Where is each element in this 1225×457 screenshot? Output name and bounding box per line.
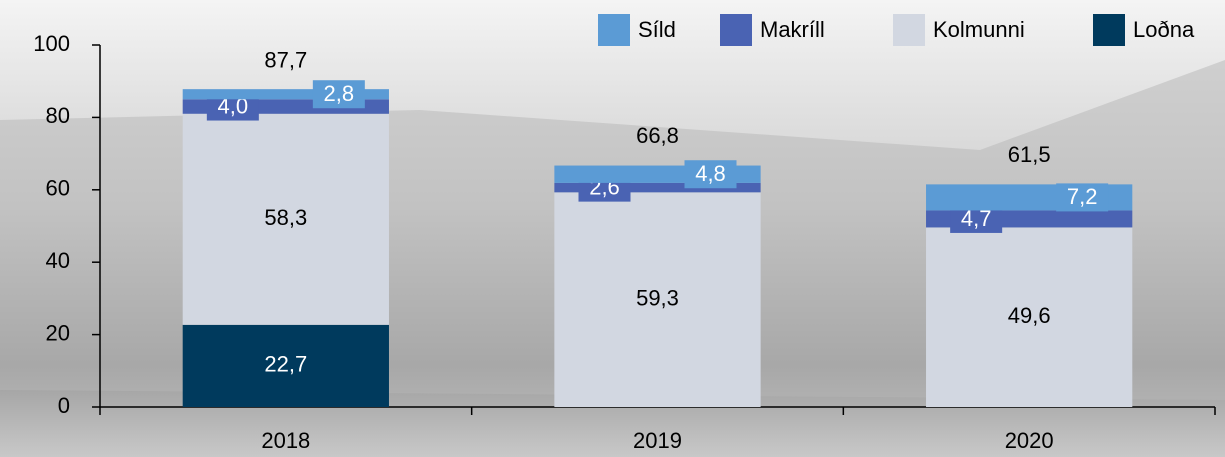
data-label: 59,3 bbox=[636, 285, 679, 310]
bar-segment bbox=[182, 113, 389, 325]
legend-label: Kolmunni bbox=[933, 17, 1025, 42]
y-tick-label: 60 bbox=[46, 176, 70, 201]
bar-segment bbox=[554, 192, 761, 407]
legend-swatch bbox=[720, 14, 752, 46]
total-label: 66,8 bbox=[636, 123, 679, 148]
x-tick-label: 2018 bbox=[261, 428, 310, 453]
legend-swatch bbox=[1093, 14, 1125, 46]
data-label: 58,3 bbox=[264, 205, 307, 230]
y-tick-label: 80 bbox=[46, 103, 70, 128]
legend-swatch bbox=[598, 14, 630, 46]
data-label: 22,7 bbox=[264, 352, 307, 377]
data-label-box bbox=[312, 80, 365, 109]
bar-segment bbox=[926, 227, 1133, 407]
y-tick-label: 20 bbox=[46, 320, 70, 345]
legend-label: Makríll bbox=[760, 17, 825, 42]
data-label-box bbox=[1056, 183, 1109, 212]
y-tick-label: 0 bbox=[58, 393, 70, 418]
data-label: 7,2 bbox=[1067, 184, 1098, 209]
data-label-box bbox=[684, 160, 737, 189]
bar-segment bbox=[182, 89, 389, 100]
x-tick-label: 2019 bbox=[633, 428, 682, 453]
total-label: 61,5 bbox=[1008, 142, 1051, 167]
legend-label: Loðna bbox=[1133, 17, 1195, 42]
y-tick-label: 40 bbox=[46, 248, 70, 273]
data-label: 49,6 bbox=[1008, 303, 1051, 328]
legend-label: Síld bbox=[638, 17, 676, 42]
total-label: 87,7 bbox=[264, 47, 307, 72]
y-tick-label: 100 bbox=[33, 31, 70, 56]
bar-segment bbox=[182, 324, 389, 407]
data-label: 2,8 bbox=[324, 81, 355, 106]
x-tick-label: 2020 bbox=[1005, 428, 1054, 453]
bar-segment bbox=[554, 182, 761, 193]
data-label: 4,8 bbox=[695, 161, 726, 186]
legend-swatch bbox=[893, 14, 925, 46]
